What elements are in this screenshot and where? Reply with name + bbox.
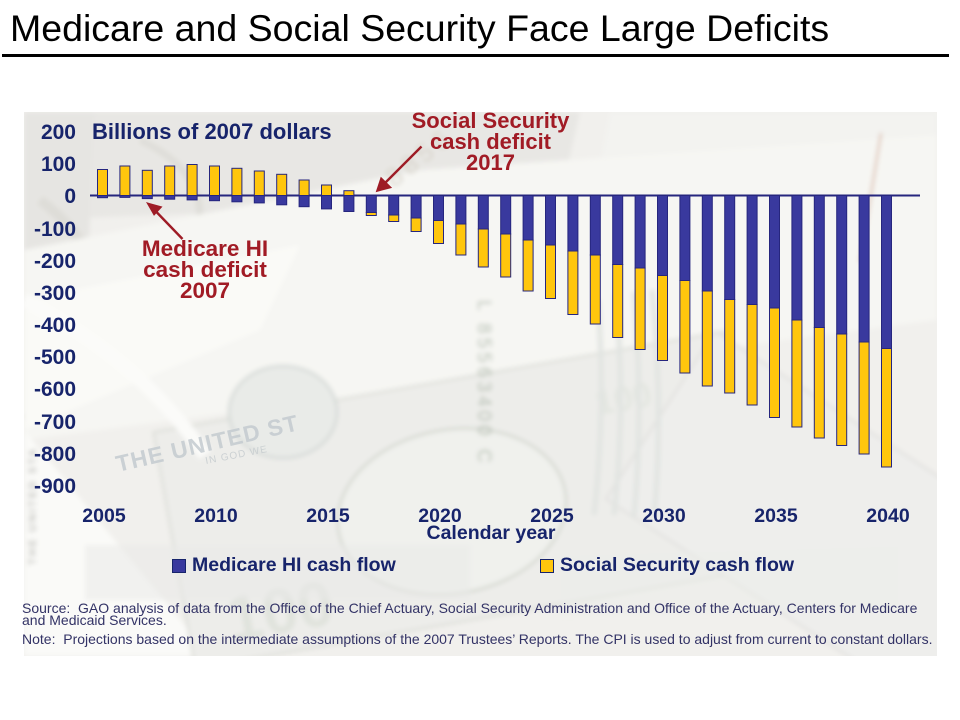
svg-text:THE UNITED STA: THE UNITED STA bbox=[27, 447, 39, 565]
svg-text:L 85563400 C: L 85563400 C bbox=[473, 300, 494, 467]
